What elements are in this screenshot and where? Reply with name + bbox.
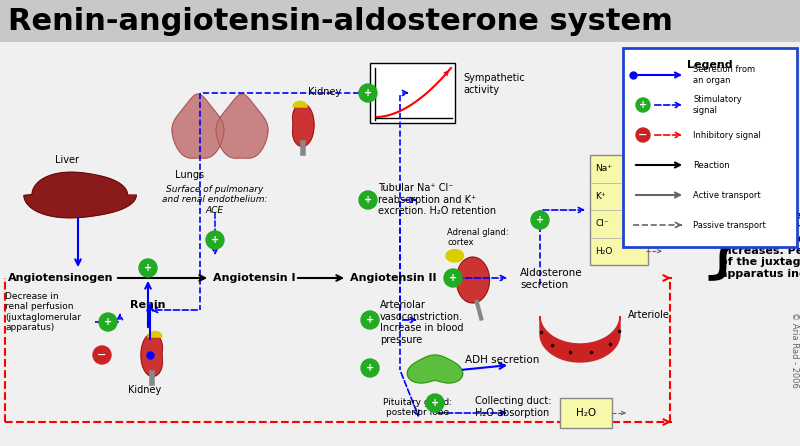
- Text: ADH secretion: ADH secretion: [465, 355, 539, 365]
- Text: Collecting duct:
H₂O absorption: Collecting duct: H₂O absorption: [475, 396, 551, 417]
- Circle shape: [361, 311, 379, 329]
- Circle shape: [636, 98, 650, 112]
- Text: Secretion from
an organ: Secretion from an organ: [693, 65, 755, 85]
- Text: +: +: [366, 363, 374, 373]
- Text: Inhibitory signal: Inhibitory signal: [693, 131, 761, 140]
- Text: Stimulatory
signal: Stimulatory signal: [693, 95, 742, 115]
- Text: Surface of pulmonary
and renal endothelium:
ACE: Surface of pulmonary and renal endotheli…: [162, 185, 268, 215]
- Text: Liver: Liver: [55, 155, 79, 165]
- Circle shape: [444, 269, 462, 287]
- Text: Adrenal gland:
cortex: Adrenal gland: cortex: [447, 227, 509, 247]
- Text: +: +: [639, 100, 647, 110]
- Circle shape: [93, 346, 111, 364]
- Text: +: +: [364, 195, 372, 205]
- Circle shape: [361, 359, 379, 377]
- Circle shape: [359, 84, 377, 102]
- Circle shape: [99, 313, 117, 331]
- Text: Arteriolar
vasoconstriction.
Increase in blood
pressure: Arteriolar vasoconstriction. Increase in…: [380, 300, 463, 345]
- Text: +: +: [536, 215, 544, 225]
- Text: K⁺: K⁺: [595, 192, 606, 201]
- Text: Angiotensinogen: Angiotensinogen: [8, 273, 114, 283]
- Text: Kidney: Kidney: [308, 87, 342, 97]
- Text: Sympathetic
activity: Sympathetic activity: [463, 73, 525, 95]
- Polygon shape: [407, 355, 462, 383]
- Text: +: +: [211, 235, 219, 245]
- FancyBboxPatch shape: [590, 155, 648, 265]
- Text: © Aria Rad - 2006: © Aria Rad - 2006: [790, 312, 799, 388]
- Circle shape: [139, 259, 157, 277]
- Polygon shape: [141, 334, 162, 376]
- Text: Lungs: Lungs: [175, 170, 205, 180]
- FancyBboxPatch shape: [623, 48, 797, 247]
- Polygon shape: [293, 103, 314, 146]
- Text: Pituitary gland:
posterior lobe: Pituitary gland: posterior lobe: [383, 398, 453, 417]
- Text: H₂O: H₂O: [595, 247, 612, 256]
- Text: −: −: [98, 350, 106, 360]
- Circle shape: [426, 394, 444, 412]
- Text: +: +: [366, 315, 374, 325]
- Text: +: +: [104, 317, 112, 327]
- Polygon shape: [172, 94, 224, 158]
- Polygon shape: [540, 316, 620, 362]
- Polygon shape: [293, 101, 307, 107]
- Polygon shape: [457, 257, 490, 303]
- Polygon shape: [148, 331, 162, 337]
- Text: Angiotensin II: Angiotensin II: [350, 273, 437, 283]
- Text: Tubular Na⁺ Cl⁻
reabsorption and K⁺
excretion. H₂O retention: Tubular Na⁺ Cl⁻ reabsorption and K⁺ excr…: [378, 183, 496, 216]
- Circle shape: [206, 231, 224, 249]
- Polygon shape: [446, 250, 464, 262]
- Text: +: +: [449, 273, 457, 283]
- Text: +: +: [431, 398, 439, 408]
- Circle shape: [531, 211, 549, 229]
- Text: H₂O: H₂O: [576, 408, 596, 418]
- Text: Reaction: Reaction: [693, 161, 730, 169]
- Polygon shape: [216, 94, 268, 158]
- Text: Water and salt
retention. Effective
circulating volume
increases. Perfusion
of t: Water and salt retention. Effective circ…: [720, 211, 800, 279]
- Text: Legend: Legend: [687, 60, 733, 70]
- Text: +: +: [364, 88, 372, 98]
- Text: Active transport: Active transport: [693, 190, 761, 199]
- Circle shape: [359, 191, 377, 209]
- Text: Na⁺: Na⁺: [595, 164, 612, 173]
- Text: Angiotensin I: Angiotensin I: [213, 273, 295, 283]
- Circle shape: [636, 128, 650, 142]
- FancyBboxPatch shape: [370, 63, 455, 123]
- Text: Kidney: Kidney: [128, 385, 162, 395]
- Text: Arteriole: Arteriole: [628, 310, 670, 320]
- Text: Decrease in
renal perfusion
(juxtaglomerular
apparatus): Decrease in renal perfusion (juxtaglomer…: [5, 292, 81, 332]
- Text: Renin: Renin: [130, 300, 166, 310]
- FancyBboxPatch shape: [560, 398, 612, 428]
- Text: Renin-angiotensin-aldosterone system: Renin-angiotensin-aldosterone system: [8, 7, 673, 36]
- Text: +: +: [144, 263, 152, 273]
- Text: −: −: [638, 130, 648, 140]
- Text: Aldosterone
secretion: Aldosterone secretion: [520, 268, 582, 289]
- Text: Passive transport: Passive transport: [693, 220, 766, 230]
- Polygon shape: [24, 172, 136, 218]
- FancyBboxPatch shape: [0, 0, 800, 42]
- Text: }: }: [698, 208, 746, 282]
- Text: Cl⁻: Cl⁻: [595, 219, 609, 228]
